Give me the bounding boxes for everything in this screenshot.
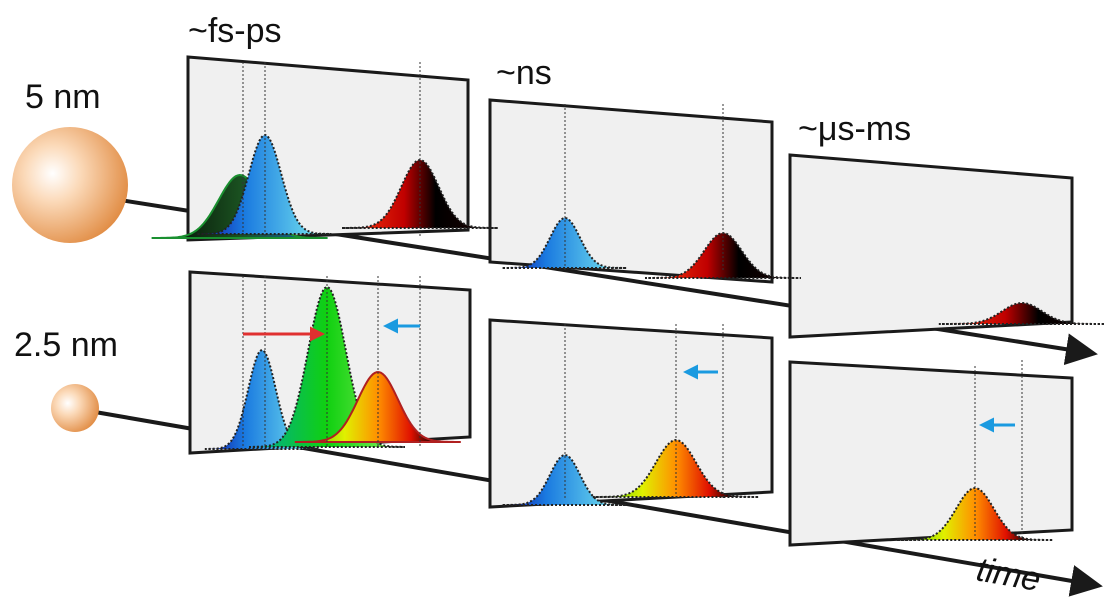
panel xyxy=(788,153,1074,339)
panel xyxy=(788,360,1074,547)
size-label: 5 nm xyxy=(25,78,101,116)
spectra xyxy=(151,62,1105,541)
spectrum-peak xyxy=(204,349,319,450)
timescale-label: ~fs-ps xyxy=(188,12,282,50)
size-label: 2.5 nm xyxy=(14,326,118,364)
spectrum-peak xyxy=(294,371,461,443)
spectrum-peak xyxy=(249,285,405,448)
axis-label: time xyxy=(974,550,1044,599)
timescale-label: ~μs-ms xyxy=(798,110,911,148)
nanoparticle-small xyxy=(51,384,99,432)
nanoparticle-large xyxy=(12,127,128,243)
timescale-label: ~ns xyxy=(496,54,552,92)
spectrum-peak xyxy=(938,302,1105,325)
panel xyxy=(488,318,774,509)
spectrum-peak xyxy=(502,216,627,269)
spectrum-peak xyxy=(645,231,801,279)
